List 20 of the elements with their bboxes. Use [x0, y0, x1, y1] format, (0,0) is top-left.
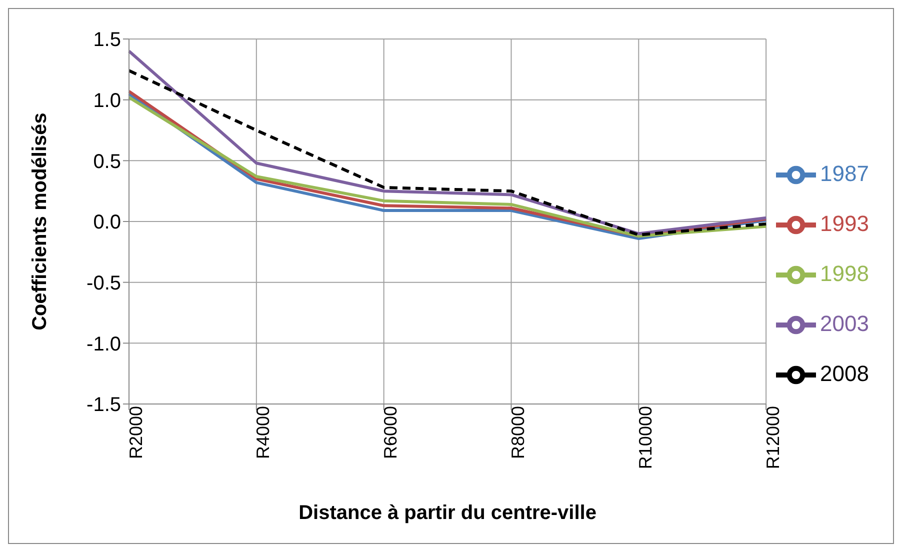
y-tick-label: -1.0 [86, 333, 121, 356]
y-axis-title: Coefficients modélisés [29, 112, 52, 330]
legend-label: 2003 [820, 311, 869, 336]
x-tick-label: R4000 [253, 406, 274, 460]
x-tick-label: R6000 [380, 406, 401, 460]
y-tick-label: 0.0 [93, 212, 121, 234]
y-tick-label: -0.5 [86, 272, 121, 294]
legend-label: 2008 [820, 361, 869, 386]
x-tick-label: R2000 [126, 406, 146, 460]
legend-label: 1998 [820, 261, 869, 286]
y-tick-label: 0.5 [93, 150, 121, 173]
x-axis-title: Distance à partir du centre-ville [298, 502, 596, 524]
y-tick-label: 1.5 [93, 29, 121, 52]
legend-label: 1987 [820, 161, 869, 186]
y-tick-label: 1.0 [93, 90, 121, 112]
x-tick-label: R12000 [762, 406, 783, 470]
x-tick-label: R10000 [635, 406, 656, 470]
y-tick-label: -1.5 [86, 394, 121, 416]
legend-label: 1993 [820, 211, 869, 236]
x-tick-label: R8000 [508, 406, 528, 460]
